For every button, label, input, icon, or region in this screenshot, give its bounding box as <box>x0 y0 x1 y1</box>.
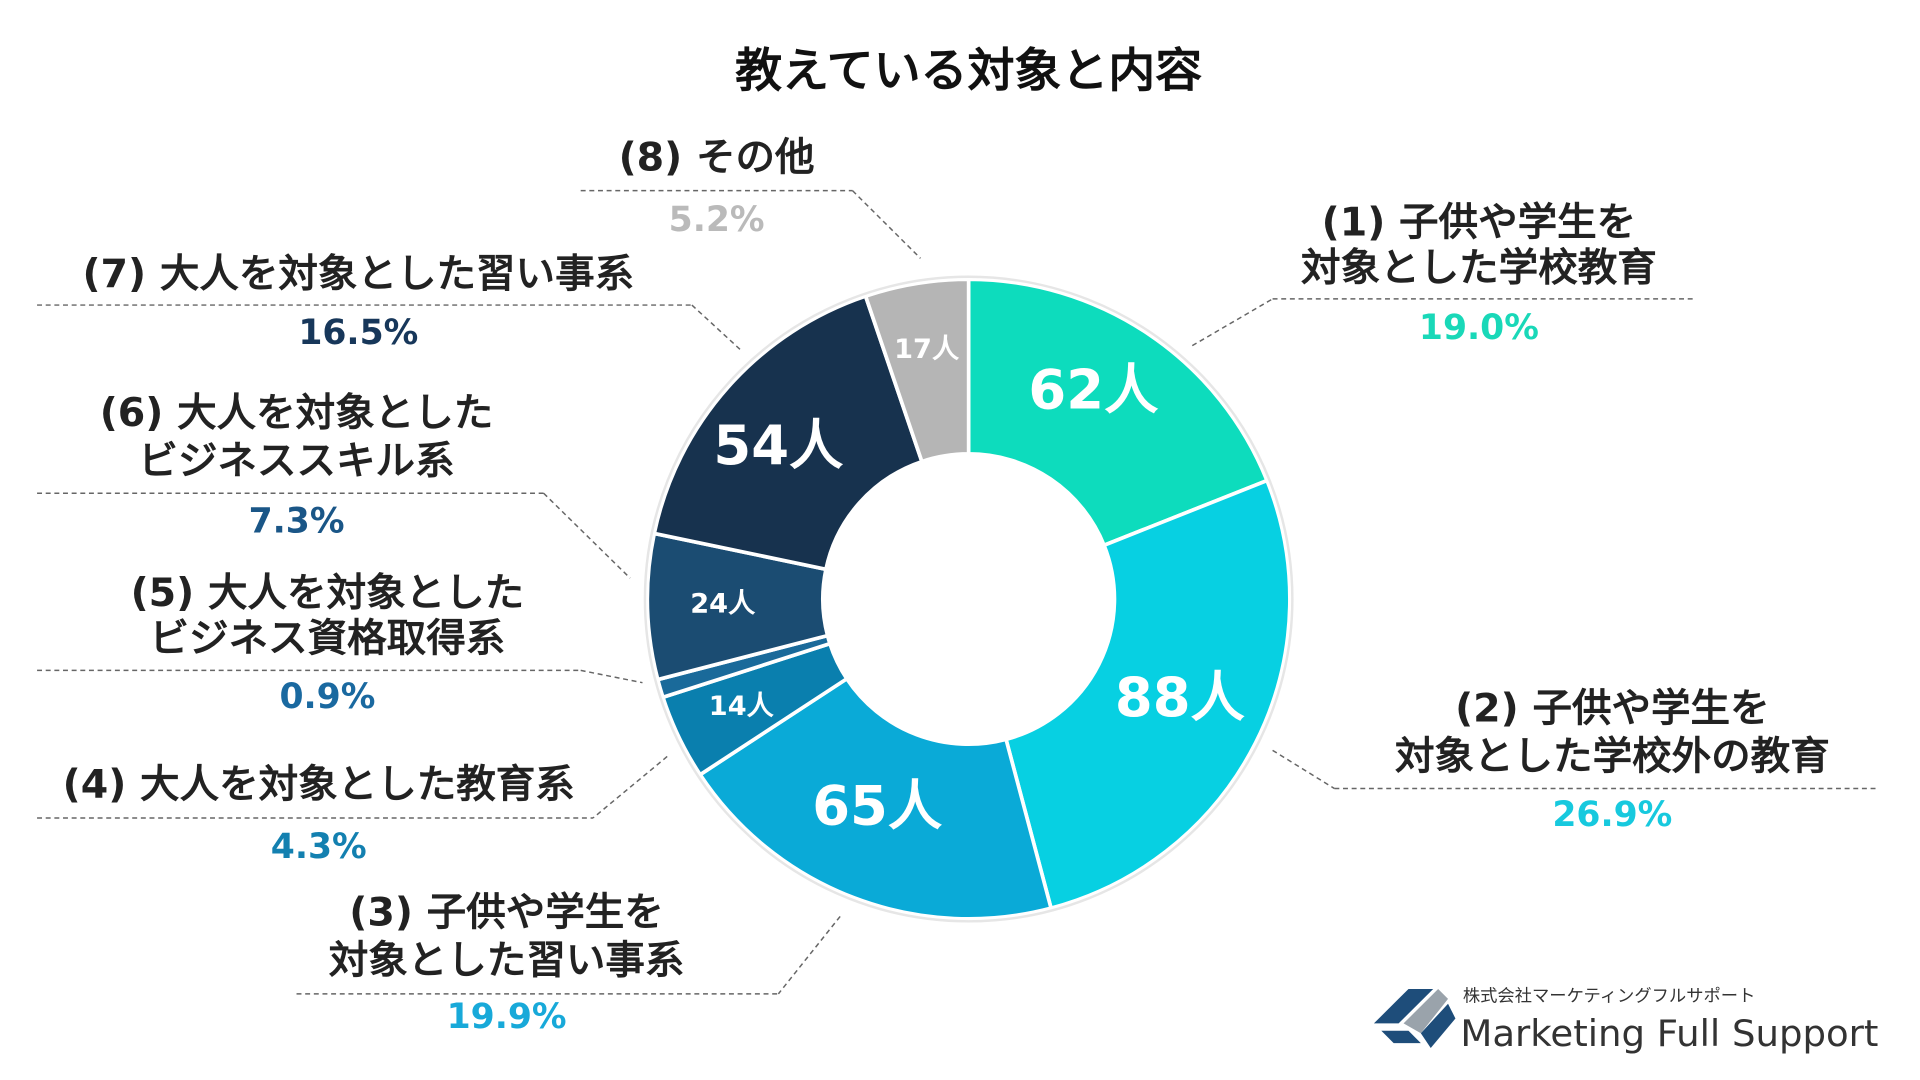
category-label: (8) その他 <box>619 134 815 180</box>
category-label: ビジネススキル系 <box>138 438 454 484</box>
logo-icon <box>1403 988 1449 1034</box>
leader-line <box>691 304 742 352</box>
share-label: 19.0% <box>1419 308 1539 348</box>
logo-name: Marketing Full Support <box>1460 1012 1878 1055</box>
leader-line <box>580 669 643 684</box>
leader-line <box>1191 298 1273 347</box>
slice-value-label: 88人 <box>1115 666 1245 729</box>
share-label: 19.9% <box>447 997 567 1037</box>
category-label: (5) 大人を対象とした <box>131 570 525 616</box>
slice-value-label: 54人 <box>713 414 843 477</box>
slice-value-label: 24人 <box>690 589 756 620</box>
share-label: 0.9% <box>279 677 375 717</box>
share-label: 16.5% <box>298 313 418 353</box>
category-label: ビジネス資格取得系 <box>150 615 506 661</box>
leader-line <box>592 755 668 819</box>
donut-slice <box>966 277 1270 548</box>
slice-value-label: 14人 <box>709 691 775 722</box>
donut-slice <box>652 293 925 572</box>
category-label: (2) 子供や学生を <box>1455 686 1770 732</box>
logo-icon <box>1373 988 1434 1024</box>
category-label: (4) 大人を対象とした教育系 <box>63 762 575 808</box>
donut-outline <box>643 275 1294 923</box>
leader-line <box>851 190 921 259</box>
category-label: (7) 大人を対象とした習い事系 <box>82 251 634 297</box>
share-label: 5.2% <box>669 200 765 240</box>
donut-slice <box>1003 478 1292 911</box>
slice-value-label: 65人 <box>812 775 942 838</box>
category-label: (3) 子供や学生を <box>349 890 664 936</box>
leader-line <box>1272 749 1335 790</box>
leader-line <box>543 492 631 579</box>
share-label: 26.9% <box>1552 795 1672 835</box>
logo-icon <box>1420 1003 1456 1049</box>
category-label: 対象とした学校教育 <box>1301 245 1657 291</box>
category-label: 対象とした習い事系 <box>329 938 685 984</box>
category-label: (1) 子供や学生を <box>1322 200 1637 246</box>
category-label: 対象とした学校外の教育 <box>1395 734 1830 780</box>
category-label: (6) 大人を対象とした <box>100 390 494 436</box>
logo-icon <box>1381 1030 1421 1044</box>
logo-company: 株式会社マーケティングフルサポート <box>1463 986 1756 1006</box>
share-label: 4.3% <box>271 827 367 867</box>
slice-value-label: 62人 <box>1028 359 1158 422</box>
chart-title: 教えている対象と内容 <box>735 44 1202 98</box>
donut-slice <box>697 676 1054 921</box>
slice-value-label: 17人 <box>894 334 960 365</box>
donut-slice <box>863 277 971 464</box>
logo: 株式会社マーケティングフルサポート Marketing Full Support <box>1373 986 1878 1055</box>
leader-line <box>777 915 841 995</box>
share-label: 7.3% <box>249 501 345 541</box>
